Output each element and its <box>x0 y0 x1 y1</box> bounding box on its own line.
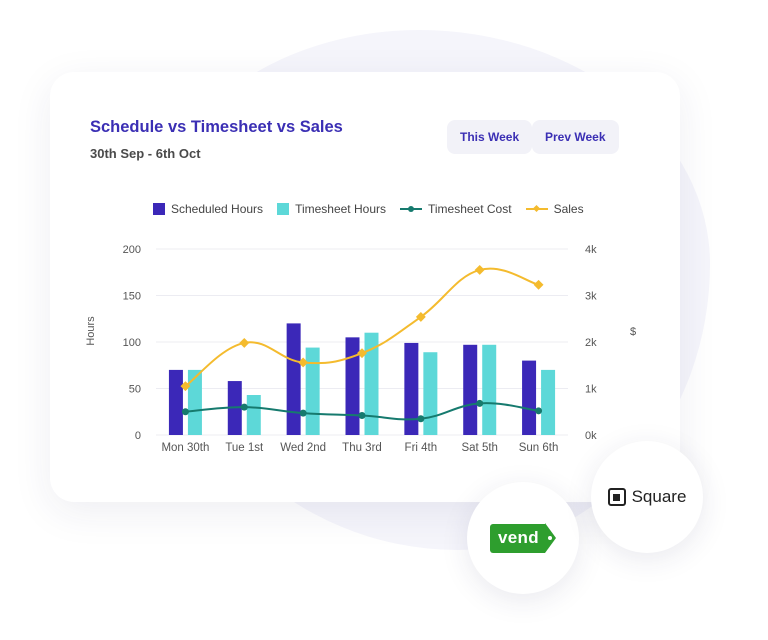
x-tick-label: Mon 30th <box>161 442 209 454</box>
legend-swatch <box>399 203 422 215</box>
line-point <box>415 311 426 322</box>
bar <box>187 369 202 435</box>
square-logo-badge[interactable]: Square <box>591 441 703 553</box>
legend-swatch <box>277 203 290 215</box>
bar <box>482 344 497 435</box>
legend-swatch <box>525 203 548 215</box>
line-point <box>476 399 484 407</box>
line-point <box>357 348 367 359</box>
line-point <box>181 408 189 416</box>
line-point <box>299 409 307 417</box>
line-point <box>358 411 366 419</box>
bar <box>345 337 360 435</box>
bar <box>305 347 320 435</box>
x-tick-label: Fri 4th <box>405 442 438 454</box>
y2-tick-label: 0k <box>585 430 597 442</box>
prev-week-button[interactable]: Prev Week <box>532 120 619 154</box>
date-range: 30th Sep - 6th Oct <box>90 146 201 161</box>
legend-swatch <box>153 203 165 215</box>
legend-item-sales[interactable]: Sales <box>525 202 584 216</box>
x-tick-label: Wed 2nd <box>280 442 326 454</box>
line-point <box>535 407 543 415</box>
y-tick-label: 200 <box>123 244 141 256</box>
y2-tick-label: 3k <box>585 291 597 303</box>
square-logo: Square <box>607 487 687 507</box>
bar <box>541 369 556 435</box>
x-tick-label: Sat 5th <box>461 442 497 454</box>
bar <box>522 360 537 435</box>
bar <box>168 369 183 435</box>
legend-label: Timesheet Cost <box>427 202 512 216</box>
vend-logo-badge[interactable]: vend <box>467 482 579 594</box>
square-mark-icon <box>607 488 626 506</box>
vend-logo: vend <box>490 523 556 553</box>
y2-tick-label: 1k <box>585 384 597 396</box>
legend-label: Scheduled Hours <box>171 202 264 216</box>
bar <box>246 395 261 435</box>
chart-card: Schedule vs Timesheet vs Sales 30th Sep … <box>50 72 680 502</box>
chart-title: Schedule vs Timesheet vs Sales <box>90 118 343 136</box>
bar <box>423 352 438 435</box>
y2-tick-label: 4k <box>585 244 597 256</box>
y-tick-label: 150 <box>123 291 141 303</box>
chart-legend: Scheduled Hours Timesheet Hours Timeshee… <box>153 202 598 216</box>
bar <box>463 344 478 435</box>
bar <box>404 342 419 435</box>
y2-axis-title: $ <box>630 326 636 338</box>
this-week-button[interactable]: This Week <box>447 120 533 154</box>
line-point <box>533 279 544 290</box>
bar <box>286 323 301 435</box>
y2-tick-label: 2k <box>585 337 597 349</box>
y-axis-title: Hours <box>85 316 97 346</box>
y-tick-label: 0 <box>135 430 141 442</box>
legend-item-timesheet-hours[interactable]: Timesheet Hours <box>277 202 386 216</box>
legend-item-timesheet-cost[interactable]: Timesheet Cost <box>399 202 512 216</box>
legend-item-scheduled-hours[interactable]: Scheduled Hours <box>153 202 263 216</box>
bar <box>364 332 379 435</box>
line-point <box>239 337 250 348</box>
x-tick-label: Thu 3rd <box>342 442 382 454</box>
vend-tag-hole <box>547 536 552 540</box>
chart-plot: 0 0k 50 1k 100 2k 150 3k 200 4k Hours $ Mon 30th Tue … <box>85 244 636 454</box>
x-tick-label: Tue 1st <box>225 442 264 454</box>
line-point <box>417 415 425 423</box>
y-tick-label: 50 <box>129 384 141 396</box>
square-logo-text: Square <box>631 487 687 506</box>
vend-logo-text: vend <box>490 523 545 553</box>
legend-label: Timesheet Hours <box>295 202 386 216</box>
y-tick-label: 100 <box>123 337 141 349</box>
legend-label: Sales <box>553 202 584 216</box>
line-point <box>474 264 485 275</box>
line-point <box>240 403 248 411</box>
x-tick-label: Sun 6th <box>519 442 559 454</box>
line-point <box>180 381 191 392</box>
